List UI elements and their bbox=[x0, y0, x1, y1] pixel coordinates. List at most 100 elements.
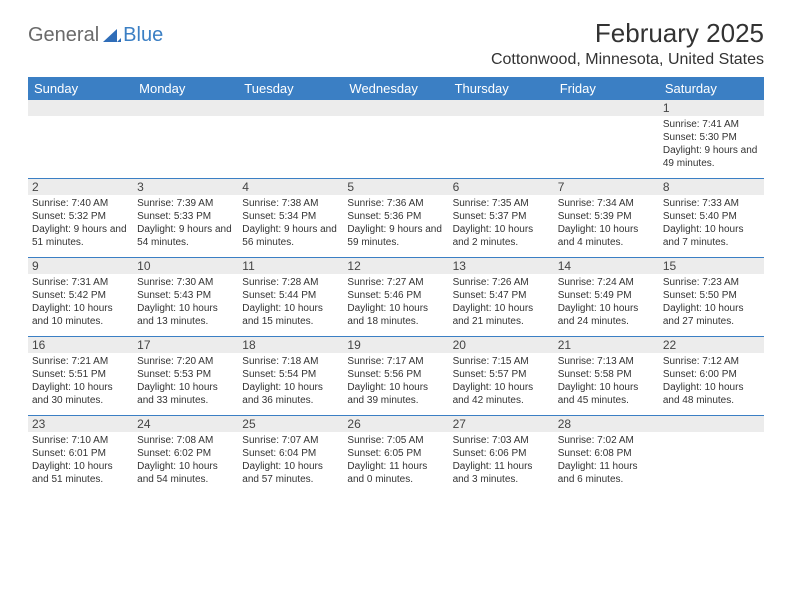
weekday-label: Wednesday bbox=[343, 77, 448, 100]
day-number bbox=[449, 100, 554, 116]
sunset-text: Sunset: 6:02 PM bbox=[137, 447, 234, 460]
daylight-text: Daylight: 10 hours and 7 minutes. bbox=[663, 223, 760, 249]
day-number: 8 bbox=[659, 179, 764, 195]
week-row: 16Sunrise: 7:21 AMSunset: 5:51 PMDayligh… bbox=[28, 337, 764, 416]
daylight-text: Daylight: 10 hours and 51 minutes. bbox=[32, 460, 129, 486]
weekday-label: Friday bbox=[554, 77, 659, 100]
sunset-text: Sunset: 5:46 PM bbox=[347, 289, 444, 302]
sunrise-text: Sunrise: 7:20 AM bbox=[137, 355, 234, 368]
location-label: Cottonwood, Minnesota, United States bbox=[491, 51, 764, 69]
day-number bbox=[28, 100, 133, 116]
day-number bbox=[343, 100, 448, 116]
sunrise-text: Sunrise: 7:08 AM bbox=[137, 434, 234, 447]
sunrise-text: Sunrise: 7:17 AM bbox=[347, 355, 444, 368]
day-cell: 2Sunrise: 7:40 AMSunset: 5:32 PMDaylight… bbox=[28, 179, 133, 257]
daylight-text: Daylight: 10 hours and 15 minutes. bbox=[242, 302, 339, 328]
day-number: 14 bbox=[554, 258, 659, 274]
day-cell: 25Sunrise: 7:07 AMSunset: 6:04 PMDayligh… bbox=[238, 416, 343, 494]
day-cell: 7Sunrise: 7:34 AMSunset: 5:39 PMDaylight… bbox=[554, 179, 659, 257]
day-cell: 21 Sunrise: 7:13 AMSunset: 5:58 PMDayligh… bbox=[554, 337, 659, 415]
day-cell: 26Sunrise: 7:05 AMSunset: 6:05 PMDayligh… bbox=[343, 416, 448, 494]
sunset-text: Sunset: 5:51 PM bbox=[32, 368, 129, 381]
day-cell: 12Sunrise: 7:27 AMSunset: 5:46 PMDayligh… bbox=[343, 258, 448, 336]
sunset-text: Sunset: 5:47 PM bbox=[453, 289, 550, 302]
sunset-text: Sunset: 5:58 PM bbox=[558, 368, 655, 381]
daylight-text: Daylight: 10 hours and 18 minutes. bbox=[347, 302, 444, 328]
sunset-text: Sunset: 6:06 PM bbox=[453, 447, 550, 460]
sunrise-text: Sunrise: 7:41 AM bbox=[663, 118, 760, 131]
daylight-text: Daylight: 10 hours and 4 minutes. bbox=[558, 223, 655, 249]
day-number: 27 bbox=[449, 416, 554, 432]
day-cell: 9Sunrise: 7:31 AMSunset: 5:42 PMDaylight… bbox=[28, 258, 133, 336]
day-number: 9 bbox=[28, 258, 133, 274]
daylight-text: Daylight: 10 hours and 42 minutes. bbox=[453, 381, 550, 407]
daylight-text: Daylight: 10 hours and 27 minutes. bbox=[663, 302, 760, 328]
daylight-text: Daylight: 9 hours and 51 minutes. bbox=[32, 223, 129, 249]
sunrise-text: Sunrise: 7:23 AM bbox=[663, 276, 760, 289]
daylight-text: Daylight: 9 hours and 59 minutes. bbox=[347, 223, 444, 249]
sunrise-text: Sunrise: 7:36 AM bbox=[347, 197, 444, 210]
daylight-text: Daylight: 9 hours and 54 minutes. bbox=[137, 223, 234, 249]
day-cell: 1Sunrise: 7:41 AMSunset: 5:30 PMDaylight… bbox=[659, 100, 764, 178]
sunrise-text: Sunrise: 7:31 AM bbox=[32, 276, 129, 289]
weekday-label: Monday bbox=[133, 77, 238, 100]
day-cell-blank bbox=[28, 100, 133, 178]
week-row: 9 Sunrise: 7:31 AMSunset: 5:42 PM Daylight… bbox=[28, 258, 764, 337]
sunrise-text: Sunrise: 7:18 AM bbox=[242, 355, 339, 368]
daylight-text: Daylight: 10 hours and 57 minutes. bbox=[242, 460, 339, 486]
daylight-text: Daylight: 10 hours and 21 minutes. bbox=[453, 302, 550, 328]
sunset-text: Sunset: 5:32 PM bbox=[32, 210, 129, 223]
day-number: 12 bbox=[343, 258, 448, 274]
day-number bbox=[554, 100, 659, 116]
daylight-text: Daylight: 10 hours and 2 minutes. bbox=[453, 223, 550, 249]
sunrise-text: Sunrise: 7:21 AM bbox=[32, 355, 129, 368]
sunset-text: Sunset: 6:05 PM bbox=[347, 447, 444, 460]
day-cell-blank bbox=[659, 416, 764, 494]
sunset-text: Sunset: 5:42 PM bbox=[32, 289, 129, 302]
daylight-text: Daylight: 11 hours and 0 minutes. bbox=[347, 460, 444, 486]
day-cell-blank bbox=[238, 100, 343, 178]
sunrise-text: Sunrise: 7:02 AM bbox=[558, 434, 655, 447]
daylight-text: Daylight: 10 hours and 13 minutes. bbox=[137, 302, 234, 328]
day-number: 2 bbox=[28, 179, 133, 195]
day-number: 4 bbox=[238, 179, 343, 195]
sunset-text: Sunset: 5:50 PM bbox=[663, 289, 760, 302]
daylight-text: Daylight: 9 hours and 49 minutes. bbox=[663, 144, 760, 170]
day-cell: 28 Sunrise: 7:02 AMSunset: 6:08 PMDayligh… bbox=[554, 416, 659, 494]
sunset-text: Sunset: 5:53 PM bbox=[137, 368, 234, 381]
sunrise-text: Sunrise: 7:05 AM bbox=[347, 434, 444, 447]
sunset-text: Sunset: 5:44 PM bbox=[242, 289, 339, 302]
daylight-text: Daylight: 10 hours and 24 minutes. bbox=[558, 302, 655, 328]
daylight-text: Daylight: 9 hours and 56 minutes. bbox=[242, 223, 339, 249]
sunrise-text: Sunrise: 7:33 AM bbox=[663, 197, 760, 210]
weekday-label: Saturday bbox=[659, 77, 764, 100]
daylight-text: Daylight: 10 hours and 39 minutes. bbox=[347, 381, 444, 407]
sunrise-text: Sunrise: 7:13 AM bbox=[558, 355, 655, 368]
day-number: 28 bbox=[554, 416, 659, 432]
day-number: 20 bbox=[449, 337, 554, 353]
sunrise-text: Sunrise: 7:12 AM bbox=[663, 355, 760, 368]
day-cell: 24 Sunrise: 7:08 AMSunset: 6:02 PMDayligh… bbox=[133, 416, 238, 494]
daylight-text: Daylight: 11 hours and 6 minutes. bbox=[558, 460, 655, 486]
sunset-text: Sunset: 5:43 PM bbox=[137, 289, 234, 302]
daylight-text: Daylight: 10 hours and 45 minutes. bbox=[558, 381, 655, 407]
day-number: 21 bbox=[554, 337, 659, 353]
day-number: 15 bbox=[659, 258, 764, 274]
weekday-header: SundayMondayTuesdayWednesdayThursdayFrid… bbox=[28, 77, 764, 100]
day-cell-blank bbox=[133, 100, 238, 178]
day-cell-blank bbox=[554, 100, 659, 178]
week-row: 2Sunrise: 7:40 AMSunset: 5:32 PMDaylight… bbox=[28, 179, 764, 258]
daylight-text: Daylight: 10 hours and 54 minutes. bbox=[137, 460, 234, 486]
sunset-text: Sunset: 5:54 PM bbox=[242, 368, 339, 381]
sunrise-text: Sunrise: 7:34 AM bbox=[558, 197, 655, 210]
day-number: 17 bbox=[133, 337, 238, 353]
day-number: 24 bbox=[133, 416, 238, 432]
daylight-text: Daylight: 10 hours and 33 minutes. bbox=[137, 381, 234, 407]
sunset-text: Sunset: 6:08 PM bbox=[558, 447, 655, 460]
week-row: 23Sunrise: 7:10 AMSunset: 6:01 PMDayligh… bbox=[28, 416, 764, 494]
day-cell: 6Sunrise: 7:35 AMSunset: 5:37 PMDaylight… bbox=[449, 179, 554, 257]
weekday-label: Thursday bbox=[449, 77, 554, 100]
sunrise-text: Sunrise: 7:28 AM bbox=[242, 276, 339, 289]
sunrise-text: Sunrise: 7:03 AM bbox=[453, 434, 550, 447]
sunset-text: Sunset: 6:01 PM bbox=[32, 447, 129, 460]
